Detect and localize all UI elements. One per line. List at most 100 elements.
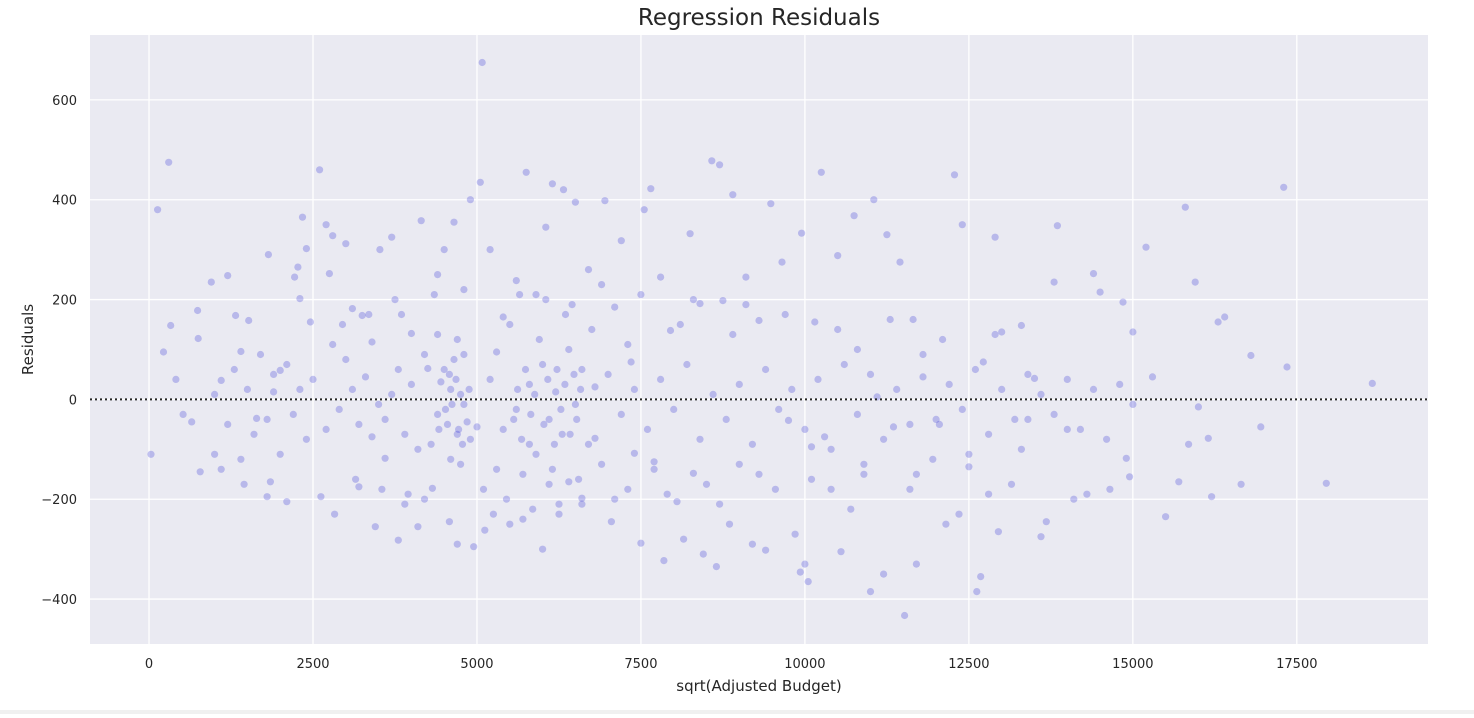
data-point	[912, 560, 921, 568]
data-point	[376, 246, 384, 254]
data-point	[378, 485, 386, 493]
data-point	[557, 405, 565, 413]
data-point	[424, 364, 432, 373]
data-point	[686, 230, 694, 238]
y-axis-ticks: −400 −200 0 200 400 600	[41, 94, 77, 608]
data-point	[368, 338, 376, 346]
data-point	[329, 232, 337, 240]
data-point	[420, 350, 429, 359]
data-point	[788, 385, 796, 393]
data-point	[650, 465, 658, 473]
data-point	[407, 329, 415, 338]
data-point	[1257, 423, 1265, 431]
data-point	[452, 375, 460, 383]
x-tick-label: 12500	[948, 657, 989, 672]
data-point	[532, 291, 540, 299]
data-points	[147, 58, 1376, 620]
data-point	[568, 301, 576, 309]
data-point	[375, 400, 383, 408]
data-point	[1042, 518, 1050, 526]
data-point	[630, 385, 639, 393]
data-point	[880, 435, 888, 443]
data-point	[929, 455, 937, 463]
x-tick-label: 0	[145, 657, 153, 672]
data-point	[489, 510, 497, 518]
data-point	[306, 318, 314, 326]
data-point	[264, 251, 272, 259]
data-point	[1237, 480, 1245, 488]
data-point	[276, 366, 284, 374]
data-point	[566, 430, 574, 438]
data-point	[958, 221, 966, 229]
data-point	[545, 480, 553, 488]
data-point	[578, 500, 586, 508]
data-point	[381, 454, 389, 462]
data-point	[1122, 454, 1130, 462]
data-point	[1106, 485, 1114, 493]
data-point	[194, 334, 202, 343]
data-point	[689, 296, 698, 304]
data-point	[335, 405, 343, 413]
data-point	[479, 485, 488, 493]
data-point	[465, 385, 473, 393]
data-point	[837, 548, 845, 556]
data-point	[1368, 379, 1376, 387]
data-point	[388, 233, 396, 241]
data-point	[889, 423, 898, 431]
data-point	[722, 415, 730, 423]
data-point	[950, 171, 959, 179]
data-point	[309, 375, 317, 383]
data-point	[801, 425, 809, 433]
data-point	[544, 375, 552, 383]
data-point	[316, 166, 324, 174]
data-point	[965, 450, 973, 458]
data-point	[866, 370, 875, 378]
data-point	[521, 365, 530, 374]
data-point	[414, 445, 422, 453]
x-axis-ticks: 0 2500 5000 7500 10000 12500 15000 17500	[145, 657, 1318, 672]
plot-background	[90, 35, 1428, 644]
data-point	[571, 198, 580, 206]
data-point	[506, 320, 514, 329]
data-point	[1011, 415, 1019, 423]
data-point	[352, 475, 360, 483]
data-point	[1030, 374, 1039, 382]
data-point	[804, 578, 812, 586]
data-point	[1126, 473, 1134, 481]
data-point	[994, 528, 1003, 536]
data-point	[224, 420, 232, 428]
data-point	[663, 490, 671, 498]
data-point	[371, 523, 379, 531]
data-point	[573, 415, 581, 423]
data-point	[159, 348, 168, 356]
data-point	[1053, 222, 1061, 230]
data-point	[548, 180, 557, 188]
data-point	[611, 303, 619, 311]
data-point	[531, 390, 539, 398]
data-point	[481, 526, 489, 534]
data-point	[167, 321, 175, 330]
data-point	[570, 370, 578, 378]
data-point	[434, 271, 442, 279]
data-point	[553, 365, 561, 374]
data-point	[716, 161, 724, 169]
data-point	[702, 480, 711, 488]
data-point	[550, 440, 559, 448]
data-point	[317, 493, 325, 501]
data-point	[434, 410, 442, 418]
data-point	[955, 510, 963, 518]
data-point	[266, 478, 274, 486]
data-point	[958, 405, 966, 413]
data-point	[458, 440, 467, 448]
data-point	[296, 385, 304, 393]
data-point	[1007, 480, 1016, 488]
data-point	[834, 325, 842, 334]
data-point	[742, 301, 750, 309]
data-point	[896, 258, 904, 266]
data-point	[588, 325, 596, 334]
y-axis-label: Residuals	[19, 304, 37, 375]
data-point	[302, 435, 310, 443]
data-point	[798, 229, 806, 237]
data-point	[906, 485, 914, 493]
